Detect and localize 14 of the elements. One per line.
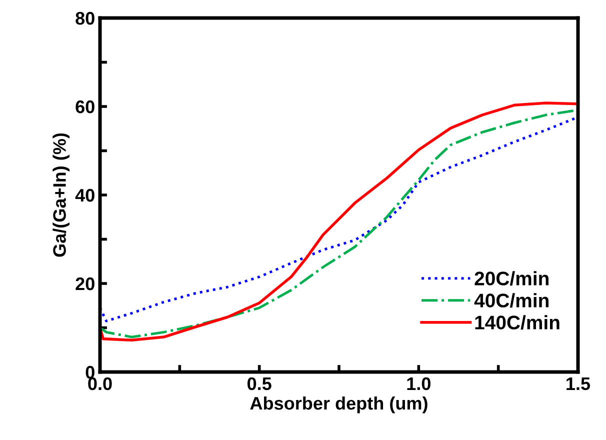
x-tick-label: 1.5 xyxy=(566,378,590,390)
x-tick-label: 0.0 xyxy=(88,377,112,390)
y-tick-label: 0 xyxy=(86,366,94,379)
legend-label: 20C/min xyxy=(474,271,548,286)
legend-label: 40C/min xyxy=(474,293,548,308)
y-tick-label: 80 xyxy=(76,12,94,25)
y-tick-label: 40 xyxy=(75,188,94,202)
y-axis-title: Ga/(Ga+In) (%) xyxy=(52,133,70,257)
x-tick-label: 1.0 xyxy=(407,377,430,390)
y-tick-label: 20 xyxy=(76,277,94,290)
x-axis-title: Absorber depth (um) xyxy=(250,396,428,414)
legend-label: 140C/min xyxy=(475,315,560,330)
x-tick-label: 0.5 xyxy=(248,377,272,390)
y-tick-label: 60 xyxy=(76,100,94,114)
